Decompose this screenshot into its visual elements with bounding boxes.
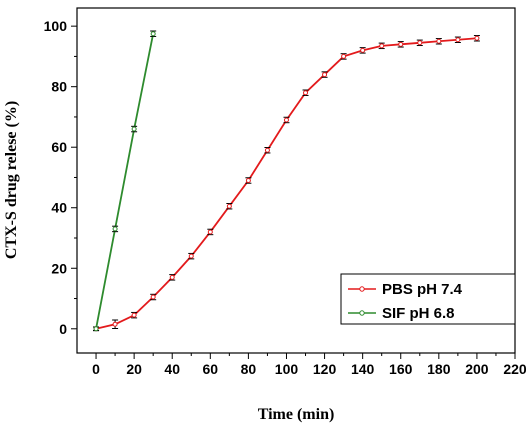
data-point-pbs [474, 35, 480, 41]
series-layer [93, 30, 480, 332]
series-sif [93, 30, 157, 332]
data-point-pbs [169, 274, 175, 280]
x-tick-label: 120 [313, 361, 337, 377]
legend: PBS pH 7.4 SIF pH 6.8 [340, 273, 516, 325]
legend-marker-sif [359, 310, 365, 316]
series-pbs [93, 35, 480, 332]
x-tick-label: 40 [164, 361, 180, 377]
tick-group: 0 20 40 60 80 100 120 140 160 180 200 220 0 20 40 60 80 1… [44, 18, 526, 377]
x-axis-title: Time (min) [258, 406, 335, 423]
y-tick-label: 40 [51, 200, 67, 216]
data-point-pbs [341, 53, 347, 59]
data-point-pbs [207, 229, 213, 235]
y-tick-label: 80 [51, 79, 67, 95]
data-point-pbs [245, 178, 251, 183]
data-point-pbs [283, 117, 289, 123]
data-point-pbs [417, 40, 423, 46]
y-tick-label: 100 [44, 18, 68, 34]
legend-label-pbs: PBS pH 7.4 [382, 281, 463, 298]
data-point-sif [112, 226, 118, 232]
y-tick-label: 60 [51, 139, 67, 155]
data-point-sif [131, 126, 137, 132]
x-tick-label: 220 [503, 361, 526, 377]
plot-frame [76, 7, 516, 354]
data-point-pbs [226, 203, 232, 209]
x-tick-label: 200 [465, 361, 489, 377]
x-tick-label: 80 [241, 361, 257, 377]
data-point-pbs [436, 38, 442, 44]
data-point-pbs [398, 41, 404, 47]
x-tick-label: 0 [92, 361, 100, 377]
data-point-pbs [322, 72, 328, 78]
data-point-sif [93, 326, 99, 332]
legend-label-sif: SIF pH 6.8 [382, 305, 455, 322]
y-axis-title: CTX-S drug relese (%) [3, 101, 20, 259]
x-tick-label: 140 [351, 361, 375, 377]
data-point-pbs [131, 312, 137, 318]
legend-box [340, 273, 516, 325]
data-point-pbs [150, 294, 156, 300]
x-tick-label: 60 [203, 361, 219, 377]
y-tick-label: 0 [59, 321, 67, 337]
x-tick-label: 160 [389, 361, 413, 377]
x-tick-label: 20 [126, 361, 142, 377]
data-point-pbs [303, 90, 309, 96]
data-point-pbs [264, 147, 270, 153]
data-point-pbs [455, 37, 461, 43]
data-point-pbs [112, 321, 118, 327]
data-point-sif [150, 31, 156, 37]
data-point-pbs [188, 253, 194, 259]
data-point-pbs [360, 47, 366, 53]
x-tick-label: 100 [275, 361, 299, 377]
x-tick-label: 180 [427, 361, 451, 377]
legend-marker-pbs [359, 286, 365, 292]
y-tick-label: 20 [51, 260, 67, 276]
data-point-pbs [379, 43, 385, 49]
series-line-sif [95, 33, 155, 329]
